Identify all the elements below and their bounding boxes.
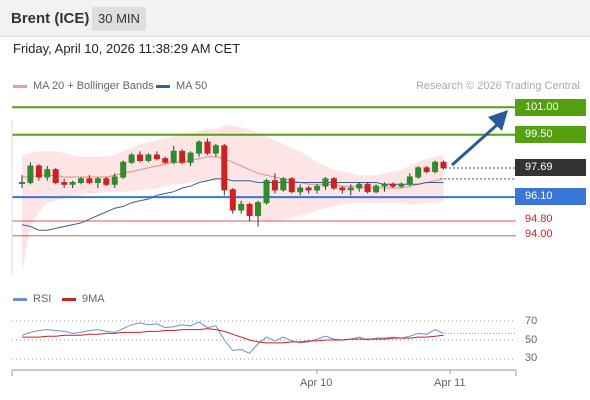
legend-rsi: RSI (13, 293, 51, 305)
candle-bullish (78, 178, 84, 184)
candle-bearish (423, 167, 430, 173)
x-label-apr11: Apr 11 (434, 377, 466, 389)
level-tag-r2: 101.00 (515, 99, 586, 116)
candle-bullish (432, 161, 439, 173)
candle-bearish (305, 187, 312, 191)
legend-bb: MA 20 + Bollinger Bands (13, 80, 154, 92)
candle-bearish (440, 161, 447, 169)
ma9-legend-label: 9MA (82, 293, 105, 305)
candle-bearish (179, 150, 186, 163)
ma50-swatch (156, 84, 170, 88)
candle-bearish (52, 169, 59, 183)
candle-bullish (356, 183, 363, 189)
chart-header: Brent (ICE) 30 MIN (0, 0, 590, 37)
candle-bearish (35, 165, 42, 178)
rsi-line (21, 321, 444, 354)
candle-bullish (170, 150, 177, 163)
candle-bearish (221, 145, 228, 191)
candle-bearish (339, 187, 346, 191)
level-tag-support: 96.10 (515, 188, 586, 205)
level-label-t2: 94.00 (525, 228, 553, 240)
candle-bullish (196, 141, 202, 154)
candle-bullish (263, 180, 270, 204)
forecast-arrow-shaft (451, 122, 499, 167)
candle-bullish (19, 182, 25, 184)
candle-bullish (145, 154, 152, 161)
rsi-swatch (13, 297, 27, 301)
level-label-t1: 94.80 (525, 213, 553, 225)
candle-bearish (61, 182, 68, 185)
candle-bearish (153, 154, 160, 160)
candle-bullish (128, 154, 135, 163)
forecast-arrowhead (488, 110, 508, 131)
candle-bearish (229, 189, 236, 211)
legend-9ma: 9MA (62, 293, 105, 305)
candle-bullish (373, 185, 380, 193)
candle-bullish (280, 178, 287, 191)
candle-bullish (255, 202, 261, 216)
ma9-swatch (62, 297, 76, 301)
candle-bullish (398, 183, 405, 187)
credit-text: Research © 2026 Trading Central (415, 80, 580, 92)
ma50-line (21, 178, 444, 231)
candle-bearish (137, 154, 143, 161)
candle-bullish (120, 161, 127, 178)
candle-bullish (212, 145, 219, 154)
candle-bullish (69, 182, 76, 185)
rsi-ma-line (22, 328, 444, 344)
level-tag-current: 97.69 (515, 159, 586, 176)
candle-bullish (238, 204, 245, 211)
candle-bearish (86, 178, 93, 184)
rsi-legend-label: RSI (33, 293, 52, 305)
candle-bullish (322, 178, 329, 187)
candle-bullish (111, 176, 118, 185)
candle-bullish (406, 176, 413, 185)
candle-bullish (187, 152, 194, 163)
bb-swatch (13, 84, 27, 88)
candle-bullish (381, 183, 388, 187)
candle-bearish (389, 183, 396, 187)
bb-legend-label: MA 20 + Bollinger Bands (33, 80, 154, 92)
candle-bullish (314, 185, 321, 191)
rsi-level-50: 50 (525, 334, 538, 346)
candle-bullish (44, 169, 51, 178)
candle-bearish (246, 204, 253, 216)
candle-bullish (27, 165, 34, 183)
interval-selector[interactable]: 30 MIN (92, 7, 146, 31)
candle-bullish (94, 178, 101, 184)
x-label-apr10: Apr 10 (300, 377, 333, 389)
candle-bearish (162, 158, 169, 163)
candle-bullish (297, 187, 304, 193)
candle-bearish (204, 141, 211, 154)
candle-bearish (330, 178, 337, 189)
candle-bearish (103, 178, 110, 185)
rsi-level-30: 30 (525, 352, 538, 364)
rsi-level-70: 70 (525, 315, 538, 327)
timestamp: Friday, April 10, 2026 11:38:29 AM CET (13, 41, 241, 56)
level-tag-r1: 99.50 (515, 126, 586, 143)
candle-bearish (364, 183, 371, 193)
candle-bullish (415, 167, 422, 178)
candle-bearish (271, 180, 278, 191)
legend-ma50: MA 50 (156, 80, 207, 92)
candle-bullish (347, 187, 354, 191)
instrument-title: Brent (ICE) (11, 10, 90, 27)
candle-bearish (288, 178, 295, 193)
ma50-legend-label: MA 50 (176, 80, 208, 92)
